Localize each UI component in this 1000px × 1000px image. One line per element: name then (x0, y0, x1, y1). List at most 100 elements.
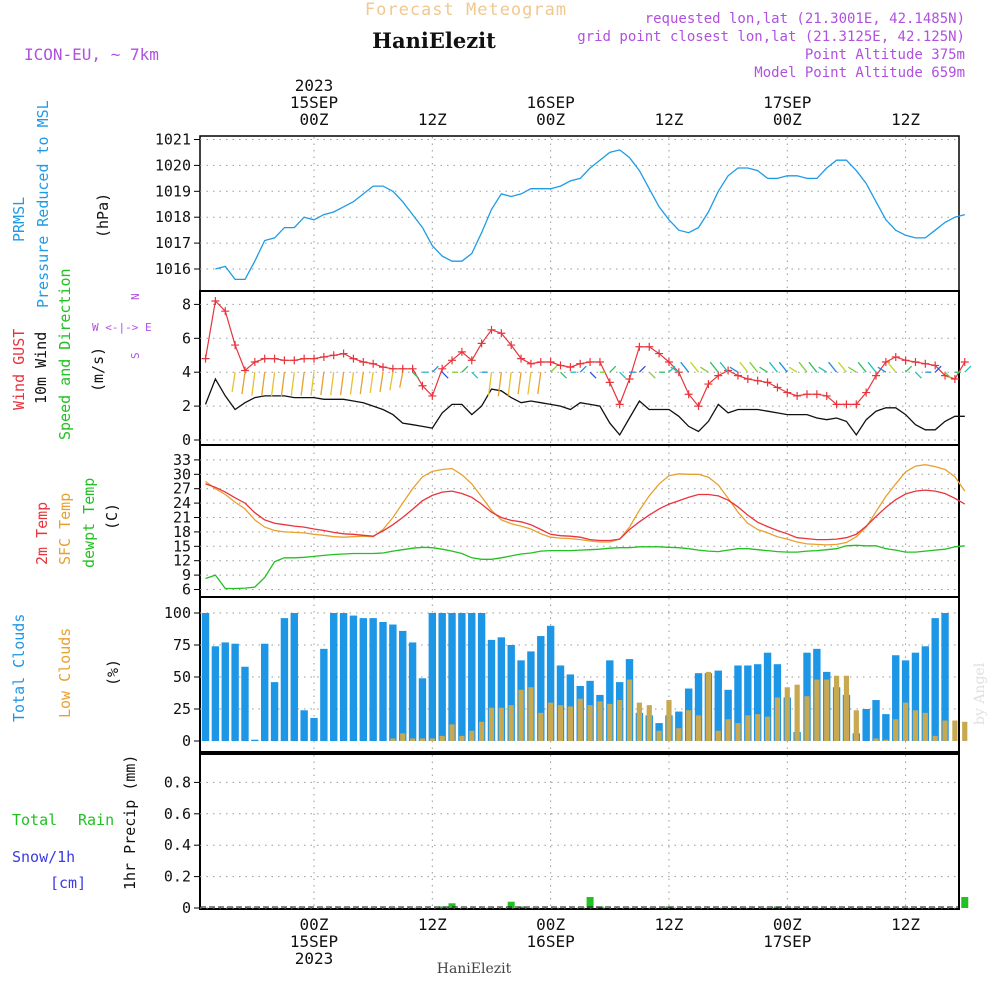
clouds-label-low: Low Clouds (56, 628, 74, 718)
wind-direction-arrow (749, 361, 759, 373)
clouds-tick-label: 75 (173, 636, 191, 654)
clouds-panel (199, 596, 960, 753)
wind-direction-arrow (241, 372, 246, 395)
total-cloud-bar (458, 613, 466, 741)
low-cloud-bar (528, 687, 534, 741)
low-cloud-bar (538, 712, 544, 741)
wind-unit: (m/s) (89, 347, 107, 392)
wind-gust-marker (852, 400, 861, 409)
wind-direction-arrow (310, 372, 315, 396)
wind-direction-arrow (739, 361, 749, 373)
low-cloud-bar (814, 679, 820, 741)
temp-tick-label: 18 (173, 523, 191, 541)
wind-gust-marker (546, 358, 555, 367)
wind-gust-marker (497, 329, 506, 338)
wind-gust-marker (605, 378, 614, 387)
wind-gust-marker (615, 400, 624, 409)
compass-south: S (129, 352, 142, 359)
low-cloud-bar (715, 730, 721, 741)
temp-tick-label: 30 (173, 465, 191, 483)
total-cloud-bar (211, 646, 220, 741)
rain-bar (507, 901, 515, 908)
wind-gust-marker (477, 339, 486, 348)
low-cloud-bar (853, 710, 859, 741)
top-time-label: 00Z (773, 110, 802, 129)
low-cloud-bar (617, 700, 623, 741)
wind-gust-marker (448, 356, 457, 365)
bottom-time-label: 16SEP (527, 932, 575, 951)
wind-gust-marker (595, 358, 604, 367)
low-cloud-bar (626, 679, 633, 741)
total-cloud-bar (901, 660, 910, 741)
low-cloud-bar (597, 701, 603, 741)
wind-direction-arrow (709, 361, 719, 373)
low-cloud-bar (705, 671, 711, 741)
precip-unit: 1hr Precip (mm) (121, 755, 139, 890)
wind-direction-arrow (270, 372, 276, 397)
wind-gust-marker (369, 359, 378, 368)
pressure-tick-label: 1016 (155, 260, 191, 278)
wind-gust-marker (862, 388, 871, 397)
wind-direction-arrow (818, 366, 828, 373)
wind-gust-marker (310, 354, 318, 363)
total-cloud-bar (921, 646, 930, 741)
wind-direction-arrow (431, 365, 439, 373)
low-cloud-bar (488, 707, 495, 741)
wind-gust-marker (487, 325, 496, 334)
wind-tick-label: 6 (182, 329, 191, 347)
total-cloud-bar (537, 636, 545, 741)
low-cloud-bar (400, 733, 406, 741)
precip-legend-total: Total (12, 811, 57, 829)
low-cloud-bar (686, 710, 692, 741)
wind-axis-labels: Wind GUST 10m Wind Speed and Direction (… (10, 268, 152, 440)
pressure-tick-label: 1018 (155, 208, 191, 226)
low-cloud-bar (824, 679, 830, 741)
wind-direction-arrow (887, 361, 897, 373)
total-cloud-bar (892, 655, 900, 741)
wind-direction-arrow (857, 361, 867, 373)
wind-direction-arrow (719, 361, 729, 373)
total-cloud-bar (754, 664, 762, 741)
wind-direction-arrow (280, 372, 286, 397)
low-cloud-bar (577, 698, 583, 741)
total-cloud-bar (221, 642, 229, 741)
total-cloud-bar (270, 682, 279, 741)
wind-gust-marker (319, 352, 328, 361)
total-cloud-bar (438, 613, 446, 741)
clouds-axis-labels: Total Clouds Low Clouds (%) (10, 614, 122, 722)
low-cloud-bar (695, 715, 702, 741)
temp-tick-label: 6 (182, 581, 191, 599)
total-cloud-bar (408, 642, 417, 741)
rain-bar (586, 897, 594, 908)
total-cloud-bar (556, 665, 565, 741)
wind-tick-label: 8 (182, 295, 191, 313)
wind-direction-arrow (934, 365, 942, 373)
wind-panel (199, 290, 960, 446)
low-cloud-bar (774, 697, 781, 741)
low-cloud-bar (784, 687, 790, 741)
bottom-time-label: 12Z (418, 915, 447, 934)
low-cloud-bar (833, 675, 840, 741)
precip-legend-cm: [cm] (50, 874, 86, 892)
grid-lines (200, 137, 959, 909)
precip-tick-label: 0.2 (164, 868, 191, 886)
total-cloud-bar (201, 613, 210, 741)
total-cloud-bar (379, 621, 387, 741)
bottom-time-label: 00Z (300, 915, 329, 934)
wind-gust-marker (724, 366, 733, 375)
total-cloud-bar (349, 615, 358, 741)
wind-tick-label: 2 (182, 397, 191, 415)
wind-gust-marker (536, 358, 545, 367)
temp-axis-labels: 2m Temp SFC Temp dewpt Temp (C) (33, 478, 121, 568)
pressure-axis-labels: PRMSL Pressure Reduced to MSL (hPa) (10, 100, 112, 308)
wind-gust-marker (753, 376, 762, 385)
wind-gust-marker (921, 359, 930, 368)
precip-tick-label: 0 (182, 899, 191, 917)
wind-gust-marker (625, 374, 634, 383)
wind-direction-arrow (847, 366, 857, 373)
low-cloud-bar (804, 696, 810, 741)
model-altitude: Model Point Altitude 659m (754, 65, 965, 81)
wind-gust-marker (290, 356, 299, 365)
wind-direction-arrow (560, 371, 567, 379)
low-cloud-bar (439, 735, 445, 741)
